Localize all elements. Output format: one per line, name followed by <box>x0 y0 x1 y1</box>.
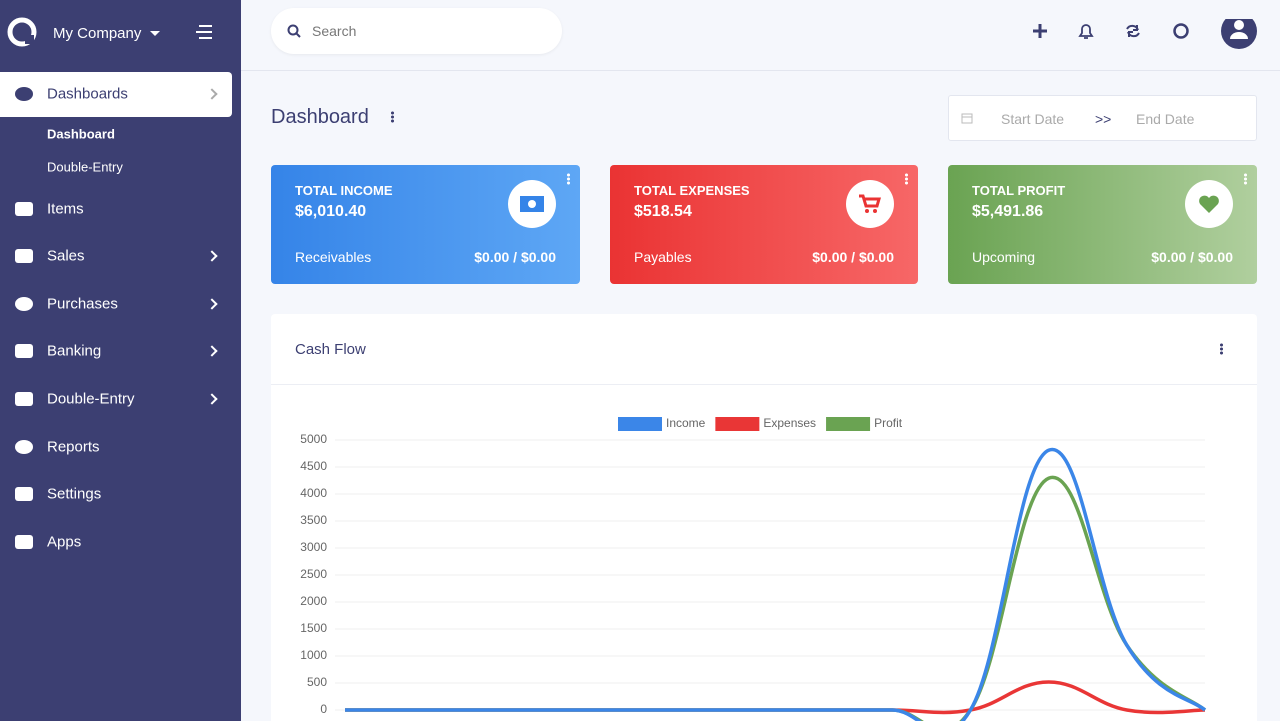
start-date: Start Date <box>1001 111 1065 127</box>
page-title: Dashboard <box>271 106 369 128</box>
series-line <box>345 475 1207 721</box>
submenu-item[interactable]: Double-Entry <box>47 159 123 175</box>
card-amount: $6,010.40 <box>295 203 367 220</box>
legend-swatch <box>826 417 871 431</box>
menu-item[interactable]: Items <box>47 200 84 218</box>
company-switcher[interactable]: My Company <box>53 25 160 42</box>
panel-title: Cash Flow <box>295 341 366 358</box>
menu-icon <box>15 535 33 549</box>
menu-item[interactable]: Purchases <box>47 295 118 313</box>
title-menu[interactable] <box>391 111 394 123</box>
end-date: End Date <box>1136 111 1195 127</box>
submenu-item[interactable]: Dashboard <box>47 126 115 142</box>
expenses-card: TOTAL EXPENSES $518.54 Payables $0.00 / … <box>610 165 918 284</box>
search-placeholder: Search <box>312 23 357 39</box>
menu-icon <box>15 202 33 216</box>
card-amount: $518.54 <box>634 203 692 220</box>
y-tick-label: 1000 <box>300 648 327 662</box>
menu-icon <box>15 487 33 501</box>
legend-label: Profit <box>874 416 903 430</box>
company-name: My Company <box>53 25 142 42</box>
menu-item[interactable]: Reports <box>47 438 100 456</box>
card-icon <box>1185 180 1233 228</box>
y-tick-label: 0 <box>320 702 327 716</box>
card-label: Receivables <box>295 249 372 265</box>
card-amount: $5,491.86 <box>972 203 1044 220</box>
help-icon[interactable] <box>1173 23 1189 39</box>
card-menu[interactable] <box>567 173 570 185</box>
y-tick-label: 3500 <box>300 513 327 527</box>
add-icon[interactable] <box>1033 24 1047 38</box>
caret <box>149 31 160 41</box>
topbar-icons <box>1033 19 1257 49</box>
y-tick-label: 2500 <box>300 567 327 581</box>
search-icon <box>287 24 301 38</box>
legend-swatch <box>715 417 760 431</box>
menu-item[interactable]: Double-Entry <box>47 390 135 408</box>
active-menu[interactable] <box>0 72 232 117</box>
menu-icon <box>15 344 33 358</box>
card-icon <box>846 180 894 228</box>
legend-label: Expenses <box>763 416 816 430</box>
y-tick-label: 1500 <box>300 621 327 635</box>
y-tick-label: 2000 <box>300 594 327 608</box>
card-sub: $0.00 / $0.00 <box>1151 249 1233 265</box>
menu-item[interactable]: Banking <box>47 342 102 360</box>
sidebar: My Company Dashboards Items Sales Purchases… <box>0 0 241 721</box>
menu-icon <box>15 392 33 406</box>
legend-swatch <box>618 417 662 431</box>
y-tick-label: 5000 <box>300 432 327 446</box>
y-tick-label: 3000 <box>300 540 327 554</box>
date-separator: >> <box>1095 111 1112 127</box>
series-line <box>345 447 1207 721</box>
card-title: TOTAL EXPENSES <box>634 183 750 198</box>
income-card: TOTAL INCOME $6,010.40 Receivables $0.00… <box>271 165 580 284</box>
logo <box>7 17 37 47</box>
card-sub: $0.00 / $0.00 <box>812 249 894 265</box>
menu-item[interactable]: Apps <box>47 533 82 551</box>
card-menu[interactable] <box>1244 173 1247 185</box>
date-range[interactable]: Start Date >> End Date <box>948 95 1257 141</box>
collapse-button[interactable] <box>195 25 213 39</box>
menu-icon <box>15 87 33 101</box>
legend-label: Income <box>666 416 706 430</box>
refresh-icon[interactable] <box>1126 24 1140 38</box>
card-icon <box>508 180 556 228</box>
calendar-icon <box>961 113 973 124</box>
cash-flow-panel: Cash Flow <box>271 314 1257 721</box>
card-label: Payables <box>634 249 692 265</box>
y-tick-label: 4500 <box>300 459 327 473</box>
series-line <box>345 680 1206 715</box>
search-box[interactable]: Search <box>271 8 562 54</box>
y-tick-label: 500 <box>307 675 327 689</box>
menu-icon <box>15 249 33 263</box>
menu-item[interactable]: Sales <box>47 247 85 265</box>
card-title: TOTAL INCOME <box>295 183 393 198</box>
notifications-icon[interactable] <box>1078 24 1094 39</box>
card-menu[interactable] <box>905 173 908 185</box>
card-label: Upcoming <box>972 249 1036 265</box>
menu-item[interactable]: Dashboards <box>47 85 128 103</box>
topbar-border <box>241 70 1280 71</box>
panel-divider <box>271 384 1257 385</box>
profit-card: TOTAL PROFIT $5,491.86 Upcoming $0.00 / … <box>948 165 1257 284</box>
panel-menu[interactable] <box>1220 343 1223 355</box>
card-sub: $0.00 / $0.00 <box>474 249 556 265</box>
menu-icon <box>15 440 33 454</box>
menu-item[interactable]: Settings <box>47 485 102 503</box>
menu-icon <box>15 297 33 311</box>
card-title: TOTAL PROFIT <box>972 183 1066 198</box>
y-tick-label: 4000 <box>300 486 327 500</box>
